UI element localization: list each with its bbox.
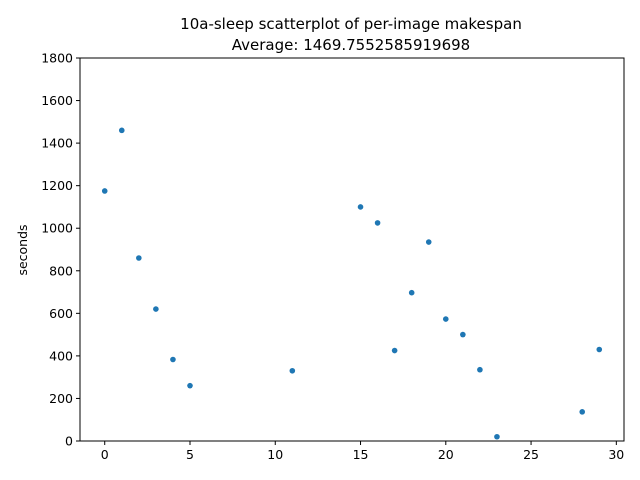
y-tick-label: 400 [49, 348, 73, 363]
x-tick-label: 15 [353, 447, 369, 462]
x-tick-label: 10 [267, 447, 283, 462]
data-point [425, 239, 432, 245]
y-tick-label: 800 [49, 263, 73, 278]
plot-area [79, 57, 625, 442]
x-axis: 0 5 10 15 20 25 30 [101, 441, 624, 462]
data-point [477, 366, 483, 373]
data-point [289, 367, 296, 374]
chart-subtitle: Average: 1469.7552585919698 [232, 36, 470, 54]
x-tick-label: 20 [438, 447, 454, 462]
data-point [118, 127, 125, 134]
data-point [460, 331, 466, 338]
data-point [596, 346, 603, 353]
plot-frame [79, 57, 625, 442]
data-point [408, 289, 415, 296]
x-tick-label: 5 [186, 447, 194, 462]
x-tick-label: 0 [101, 447, 109, 462]
data-point [170, 356, 176, 363]
y-tick-label: 0 [65, 434, 73, 449]
y-tick-label: 1800 [41, 51, 73, 66]
y-tick-label: 600 [49, 306, 73, 321]
data-point [101, 188, 108, 194]
data-point [136, 255, 142, 261]
data-point [357, 204, 364, 210]
data-point [442, 316, 449, 322]
data-point [391, 347, 398, 354]
data-point [187, 382, 193, 389]
x-tick-label: 30 [608, 447, 624, 462]
data-points [101, 127, 603, 440]
y-tick-label: 200 [49, 391, 73, 406]
y-tick-label: 1200 [41, 178, 73, 193]
chart-title: 10a-sleep scatterplot of per-image makes… [180, 15, 522, 33]
data-point [374, 220, 381, 226]
y-tick-label: 1400 [41, 136, 73, 151]
y-tick-label: 1000 [41, 221, 73, 236]
y-axis-title: seconds [15, 224, 30, 275]
y-tick-label: 1600 [41, 93, 73, 108]
data-point [579, 409, 586, 415]
data-point [494, 433, 500, 440]
x-tick-label: 25 [523, 447, 539, 462]
data-point [153, 306, 159, 312]
y-axis: 0 200 400 600 800 1000 1200 1400 1600 1800 [41, 51, 80, 449]
